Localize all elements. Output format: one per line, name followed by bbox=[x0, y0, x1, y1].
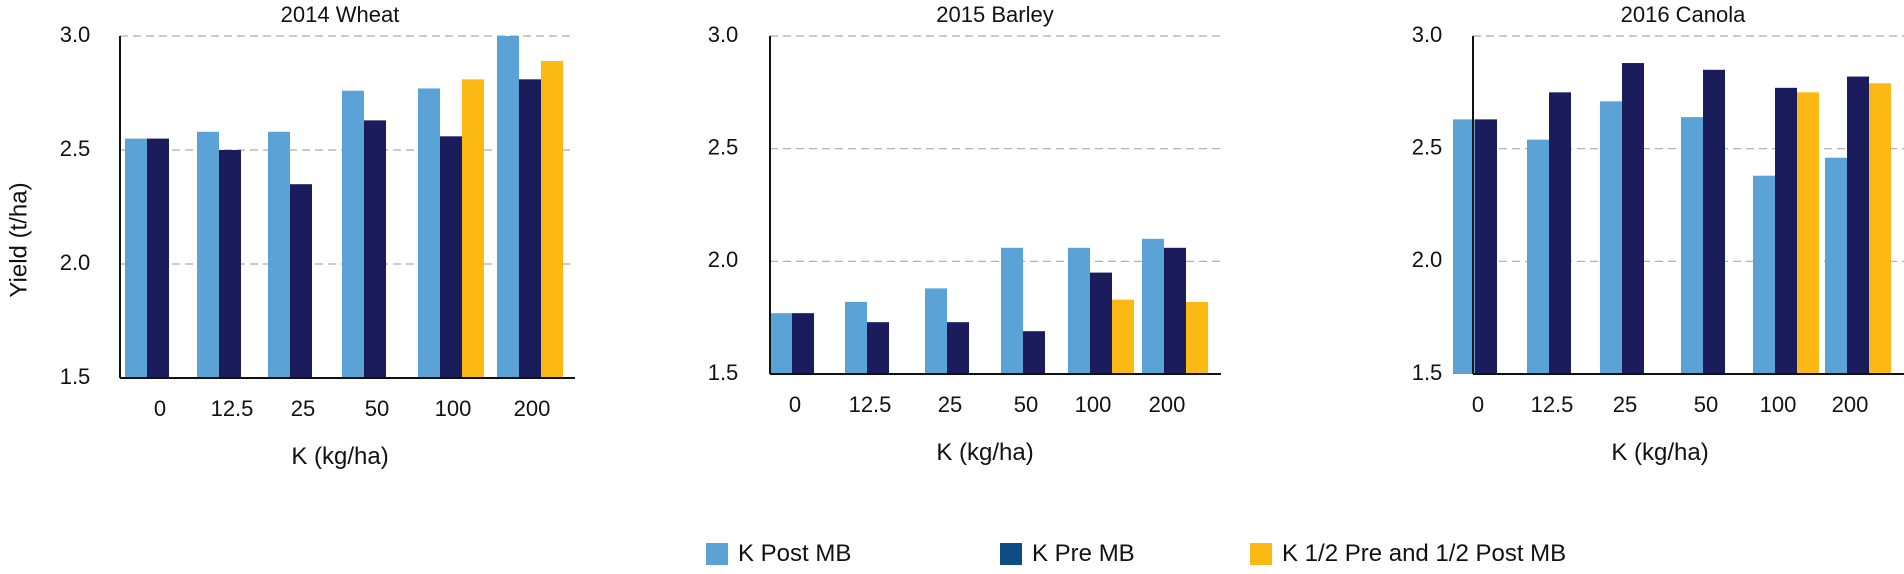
x-axis-label: K (kg/ha) bbox=[291, 443, 388, 470]
legend-item-post: K Post MB bbox=[706, 540, 851, 568]
bar-pre bbox=[219, 150, 241, 378]
legend-item-half: K 1/2 Pre and 1/2 Post MB bbox=[1250, 540, 1566, 568]
bar-pre bbox=[147, 138, 169, 378]
chart-title: 2014 Wheat bbox=[281, 2, 400, 27]
charts-area: 1.5 2.0 2.5 3.0 0 12.5 25 50 100 200 2014 Wheat K (… bbox=[60, 2, 1904, 470]
y-tick-label: 2.5 bbox=[60, 136, 91, 161]
y-axis-label: Yield (t/ha) bbox=[5, 182, 32, 297]
bar-half bbox=[1186, 301, 1208, 374]
bar-pre bbox=[290, 184, 312, 378]
bar-post bbox=[1600, 101, 1622, 374]
bar-post bbox=[1681, 117, 1703, 375]
bar-pre bbox=[1847, 76, 1869, 374]
bar-post bbox=[1068, 247, 1090, 374]
bar-post bbox=[1142, 238, 1164, 374]
x-tick-label: 200 bbox=[1832, 392, 1869, 417]
legend-label-half: K 1/2 Pre and 1/2 Post MB bbox=[1282, 540, 1567, 567]
legend-swatch-post bbox=[706, 543, 728, 565]
x-tick-label: 200 bbox=[1149, 392, 1186, 417]
y-tick-label: 2.5 bbox=[1412, 134, 1443, 159]
bar-post bbox=[845, 301, 867, 374]
x-tick-label: 50 bbox=[1014, 392, 1038, 417]
x-tick-label: 0 bbox=[1472, 392, 1484, 417]
bar-pre bbox=[1775, 87, 1797, 375]
bar-half bbox=[1797, 92, 1819, 374]
bar-post bbox=[268, 131, 290, 378]
legend-swatch-half bbox=[1250, 543, 1272, 565]
bar-half bbox=[1112, 299, 1134, 374]
bar-pre bbox=[1549, 92, 1571, 374]
x-tick-label: 50 bbox=[365, 396, 389, 421]
x-axis-label: K (kg/ha) bbox=[1611, 439, 1708, 466]
bar-post bbox=[1527, 139, 1549, 374]
bar-pre bbox=[867, 322, 889, 374]
bar-post bbox=[197, 131, 219, 378]
x-tick-label: 100 bbox=[1075, 392, 1112, 417]
bar-pre bbox=[440, 136, 462, 378]
x-tick-label: 100 bbox=[1760, 392, 1797, 417]
bar-pre bbox=[1703, 69, 1725, 375]
bar-post bbox=[497, 36, 519, 378]
bar-pre bbox=[1023, 331, 1045, 374]
bar-post bbox=[342, 90, 364, 378]
bar-post bbox=[1825, 157, 1847, 374]
bar-pre bbox=[1475, 119, 1497, 374]
bar-post bbox=[1453, 119, 1475, 374]
chart-title: 2015 Barley bbox=[936, 2, 1053, 27]
x-tick-label: 12.5 bbox=[211, 396, 254, 421]
y-axis-label-text: Yield (t/ha) bbox=[5, 182, 32, 297]
y-tick-label: 2.0 bbox=[60, 250, 91, 275]
bar-half bbox=[1869, 83, 1891, 374]
legend-item-pre: K Pre MB bbox=[1000, 540, 1135, 568]
x-tick-label: 100 bbox=[435, 396, 472, 421]
x-tick-label: 50 bbox=[1694, 392, 1718, 417]
x-tick-label: 0 bbox=[789, 392, 801, 417]
y-tick-label: 1.5 bbox=[708, 360, 739, 385]
y-tick-label: 1.5 bbox=[60, 364, 91, 389]
x-tick-label: 25 bbox=[291, 396, 315, 421]
bar-pre bbox=[1164, 247, 1186, 374]
x-tick-label: 25 bbox=[938, 392, 962, 417]
bar-pre bbox=[519, 79, 541, 378]
x-tick-label: 12.5 bbox=[1531, 392, 1574, 417]
legend: K Post MB K Pre MB K 1/2 Pre and 1/2 Pos… bbox=[0, 540, 1904, 570]
bar-pre bbox=[1622, 63, 1644, 374]
bar-post bbox=[1001, 247, 1023, 374]
x-axis-label: K (kg/ha) bbox=[936, 439, 1033, 466]
x-tick-label: 0 bbox=[154, 396, 166, 421]
bar-half bbox=[462, 79, 484, 378]
chart-title: 2016 Canola bbox=[1621, 2, 1747, 27]
bar-pre bbox=[364, 120, 386, 379]
bar-post bbox=[770, 313, 792, 374]
bar-pre bbox=[1090, 272, 1112, 374]
y-tick-label: 2.0 bbox=[1412, 247, 1443, 272]
y-tick-label: 2.0 bbox=[708, 247, 739, 272]
x-tick-label: 200 bbox=[514, 396, 551, 421]
bar-post bbox=[125, 138, 147, 378]
bar-post bbox=[1753, 175, 1775, 374]
x-tick-label: 12.5 bbox=[849, 392, 892, 417]
y-tick-label: 3.0 bbox=[60, 22, 91, 47]
bar-post bbox=[925, 288, 947, 374]
legend-swatch-pre bbox=[1000, 543, 1022, 565]
legend-label-pre: K Pre MB bbox=[1032, 540, 1135, 567]
bar-pre bbox=[947, 322, 969, 374]
bar-half bbox=[541, 61, 563, 379]
bar-post bbox=[418, 88, 440, 378]
y-tick-label: 3.0 bbox=[1412, 22, 1443, 47]
bar-pre bbox=[792, 313, 814, 374]
legend-label-post: K Post MB bbox=[738, 540, 852, 567]
y-tick-label: 2.5 bbox=[708, 134, 739, 159]
y-tick-label: 3.0 bbox=[708, 22, 739, 47]
y-tick-label: 1.5 bbox=[1412, 360, 1443, 385]
x-tick-label: 25 bbox=[1613, 392, 1637, 417]
